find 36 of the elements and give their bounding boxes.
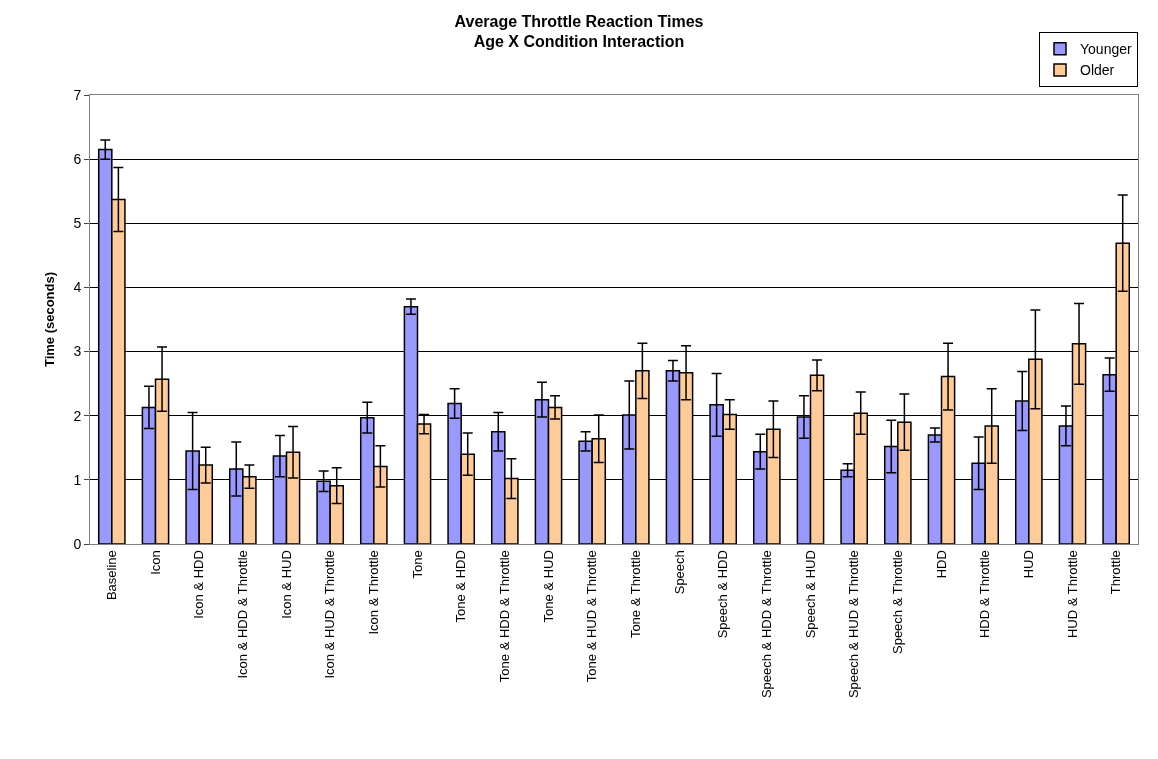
x-tick-label: Tone & HDD & Throttle (497, 550, 513, 683)
x-tick-label: HDD (933, 550, 949, 579)
chart-title: Average Throttle Reaction Times Age X Condition Interaction (454, 12, 704, 51)
x-tick-label: Tone & HUD (540, 550, 556, 623)
y-tick-label: 5 (73, 215, 82, 232)
x-tick-label: Icon & HUD (278, 550, 294, 619)
x-tick-label: Speech & HUD & Throttle (846, 550, 862, 699)
x-tick-label: Tone & HDD (453, 550, 469, 623)
y-tick-label: 0 (73, 535, 82, 552)
y-tick-label: 4 (73, 279, 82, 296)
legend-label: Older (1080, 62, 1115, 79)
legend-label: Younger (1080, 41, 1132, 58)
x-tick-label: Speech & Throttle (890, 550, 906, 655)
y-tick-label: 6 (73, 151, 82, 168)
y-tick-label: 1 (73, 471, 82, 488)
y-tick-label: 7 (73, 86, 82, 103)
x-tick-label: HUD (1021, 550, 1037, 579)
x-tick-label: HDD & Throttle (977, 550, 993, 639)
x-tick-label: Speech & HUD (802, 550, 818, 639)
x-tick-label: Tone (409, 550, 425, 579)
x-tick-label: Speech & HDD (715, 550, 731, 639)
x-tick-label: Speech & HDD & Throttle (759, 550, 775, 699)
y-axis-title: Time (seconds) (42, 271, 58, 368)
x-tick-label: Icon & HDD & Throttle (235, 550, 251, 679)
x-tick-label: HUD & Throttle (1064, 550, 1080, 639)
x-tick-label: Icon (147, 550, 163, 575)
y-tick-label: 3 (73, 343, 82, 360)
y-tick-label: 2 (73, 407, 82, 424)
x-tick-label: Speech (671, 550, 687, 595)
x-tick-label: Tone & HUD & Throttle (584, 550, 600, 683)
x-tick-label: Icon & HDD (191, 550, 207, 619)
x-tick-label: Baseline (104, 550, 120, 601)
x-tick-label: Throttle (1108, 550, 1124, 595)
x-tick-label: Icon & HUD & Throttle (322, 550, 338, 679)
x-tick-label: Tone & Throttle (628, 550, 644, 639)
x-tick-label: Icon & Throttle (366, 550, 382, 635)
